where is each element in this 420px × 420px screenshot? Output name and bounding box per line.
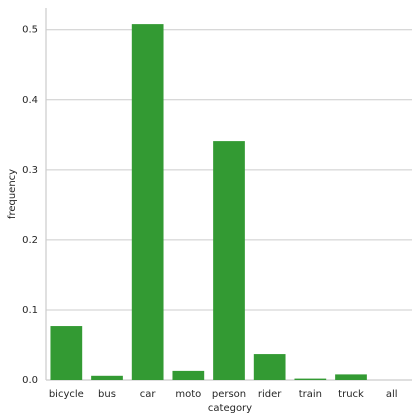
bar xyxy=(294,378,327,380)
x-tick-label: person xyxy=(212,389,246,400)
x-tick-label: moto xyxy=(175,389,201,400)
bar xyxy=(213,141,245,380)
bar xyxy=(335,374,367,380)
x-tick-label: train xyxy=(299,389,322,400)
y-tick-label: 0.0 xyxy=(22,375,38,386)
bar xyxy=(253,354,286,380)
y-tick-label: 0.5 xyxy=(22,25,38,36)
y-tick-label: 0.1 xyxy=(22,305,38,316)
y-tick-label: 0.2 xyxy=(22,235,38,246)
bar xyxy=(50,326,83,380)
y-axis-label: frequency xyxy=(7,169,18,219)
x-tick-label: bicycle xyxy=(49,389,84,400)
x-tick-label: rider xyxy=(258,389,282,400)
y-tick-label: 0.3 xyxy=(22,165,38,176)
x-tick-label: car xyxy=(140,389,157,400)
x-axis-label: category xyxy=(208,403,252,414)
bar xyxy=(91,375,123,380)
x-tick-label: bus xyxy=(98,389,116,400)
x-tick-label: truck xyxy=(338,389,364,400)
x-tick-label: all xyxy=(386,389,398,400)
y-tick-label: 0.4 xyxy=(22,95,38,106)
bar xyxy=(131,24,164,380)
bar xyxy=(172,370,205,380)
